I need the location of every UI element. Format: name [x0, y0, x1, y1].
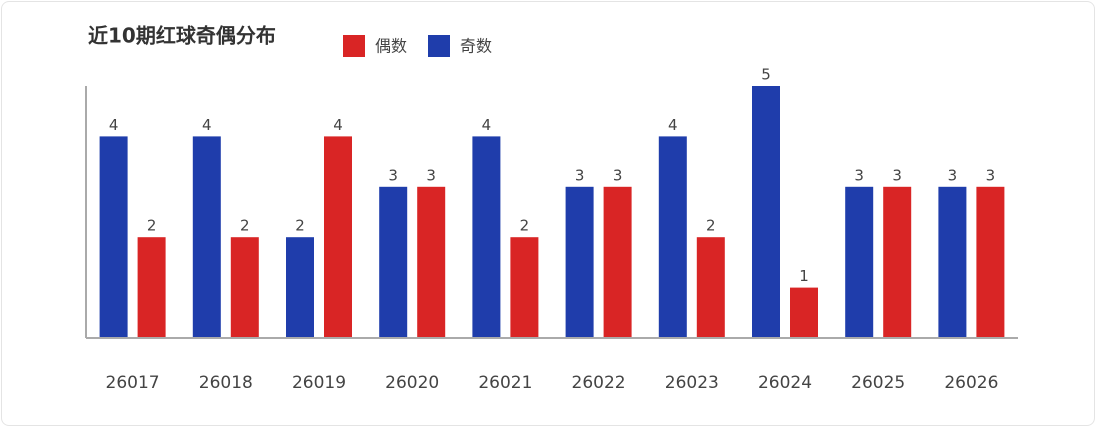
x-tick-label: 26024	[758, 373, 812, 393]
value-label: 2	[706, 217, 716, 235]
value-label: 3	[613, 166, 623, 184]
value-label: 2	[520, 217, 530, 235]
x-tick-label: 26025	[851, 373, 905, 393]
bar	[696, 237, 725, 338]
bar	[565, 186, 594, 338]
bar	[324, 136, 352, 338]
x-tick-label: 26019	[292, 373, 346, 393]
x-tick-label: 26018	[199, 373, 253, 393]
x-tick-label: 26026	[944, 373, 998, 393]
value-label: 3	[575, 166, 585, 184]
x-tick-label: 26021	[478, 373, 532, 393]
legend-label: 偶数	[375, 37, 407, 56]
value-label: 3	[986, 166, 996, 184]
value-label: 3	[388, 166, 398, 184]
bar	[883, 186, 912, 338]
bar	[752, 86, 780, 338]
bar	[192, 136, 221, 338]
value-label: 4	[202, 116, 212, 134]
value-label: 2	[147, 217, 157, 235]
bar	[845, 186, 874, 338]
legend-label: 奇数	[460, 37, 492, 56]
value-label: 3	[854, 166, 864, 184]
value-label: 4	[109, 116, 119, 134]
value-label: 3	[948, 166, 958, 184]
bar	[99, 136, 128, 338]
value-label: 5	[761, 66, 771, 84]
value-label: 4	[482, 116, 492, 134]
bar	[938, 186, 967, 338]
bar	[137, 237, 166, 338]
value-label: 2	[295, 217, 305, 235]
x-tick-label: 26020	[385, 373, 439, 393]
x-tick-label: 26023	[665, 373, 719, 393]
value-label: 1	[799, 267, 809, 285]
value-label: 4	[668, 116, 678, 134]
bar	[510, 237, 539, 338]
bar	[286, 237, 314, 338]
bar	[603, 186, 632, 338]
x-tick-label: 26022	[572, 373, 626, 393]
legend-swatch	[343, 35, 365, 57]
chart-title: 近10期红球奇偶分布	[88, 24, 276, 48]
value-label: 3	[426, 166, 436, 184]
value-label: 4	[333, 116, 343, 134]
bar	[658, 136, 687, 338]
bar	[417, 186, 446, 338]
legend-swatch	[428, 35, 450, 57]
bar	[790, 287, 818, 338]
bar	[976, 186, 1005, 338]
value-label: 2	[240, 217, 250, 235]
bar	[472, 136, 501, 338]
value-label: 3	[892, 166, 902, 184]
bar	[230, 237, 259, 338]
x-tick-label: 26017	[106, 373, 160, 393]
bar	[379, 186, 408, 338]
